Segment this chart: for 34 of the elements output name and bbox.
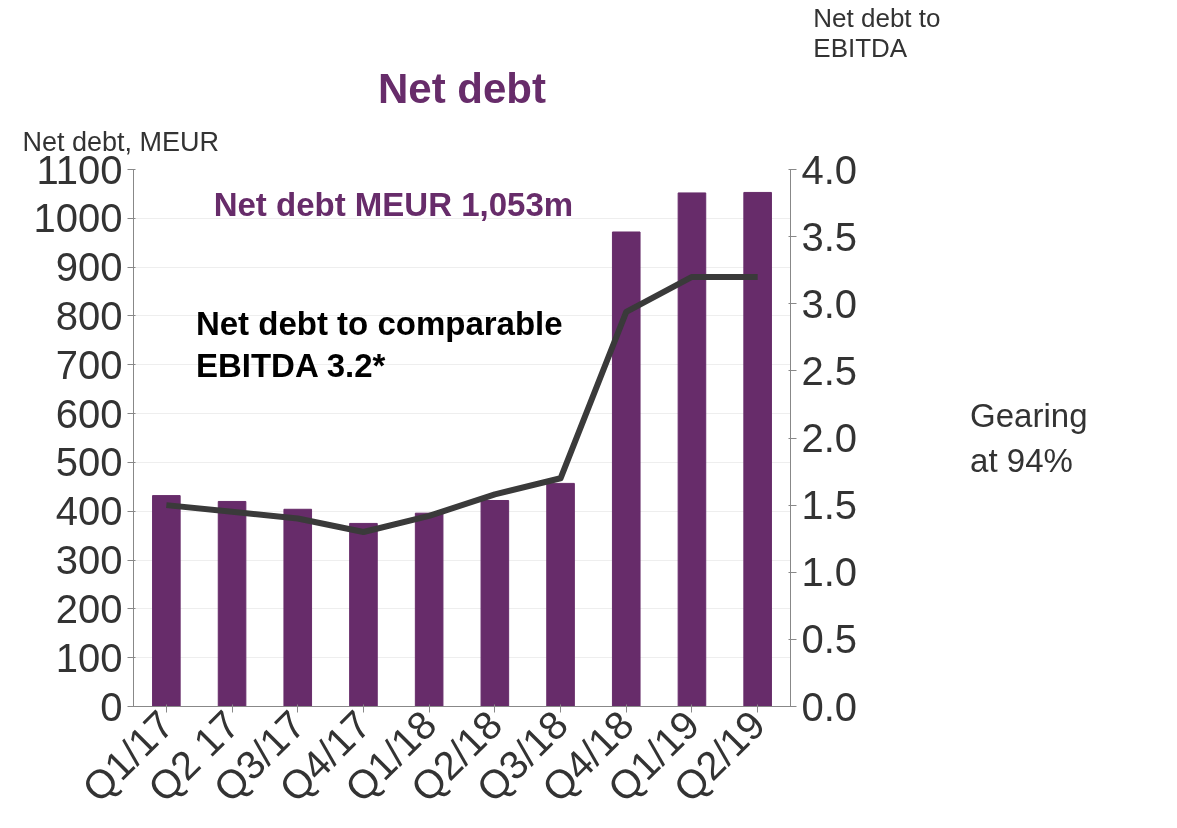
- y-tick-label: 300: [55, 538, 123, 583]
- y-tick-label: 200: [55, 586, 123, 631]
- y2-tick-label: 1.5: [801, 483, 858, 528]
- chart-title: Net debt: [378, 64, 547, 112]
- y-tick-label: 100: [55, 635, 123, 680]
- bar: [546, 482, 575, 707]
- y2-tick-label: 2.5: [801, 348, 858, 393]
- bar: [152, 495, 181, 707]
- bar: [611, 231, 641, 707]
- y2-tick-label: 4.0: [801, 147, 858, 192]
- y2-tick-label: 1.0: [801, 550, 858, 595]
- bar: [349, 522, 378, 707]
- bar: [677, 192, 707, 707]
- y-tick-label: 800: [55, 293, 123, 338]
- y2-tick-label: 3.0: [801, 281, 858, 326]
- y-tick-label: 600: [55, 391, 123, 436]
- annotation: Net debt MEUR 1,053m: [213, 186, 574, 224]
- y-tick-label: 700: [55, 342, 123, 387]
- bar: [480, 499, 510, 707]
- y2-tick-label: 0.0: [801, 684, 858, 729]
- y-tick-label: 500: [55, 440, 123, 485]
- bar: [414, 512, 444, 707]
- bar: [743, 191, 772, 707]
- y2-tick-label: 2.0: [801, 416, 858, 460]
- y2-tick-label: 0.5: [801, 617, 858, 662]
- bar: [283, 508, 313, 707]
- y-tick-label: 400: [55, 489, 123, 534]
- y2-axis-title: Net debt to EBITDA: [813, 2, 941, 63]
- bar: [217, 500, 247, 707]
- y-tick-label: 1000: [33, 196, 123, 241]
- annotation: Net debt to comparable EBITDA 3.2*: [195, 304, 563, 385]
- y-tick-label: 900: [55, 245, 123, 290]
- text: Gearing at 94%: [970, 397, 1088, 479]
- y2-tick-label: 3.5: [801, 214, 858, 259]
